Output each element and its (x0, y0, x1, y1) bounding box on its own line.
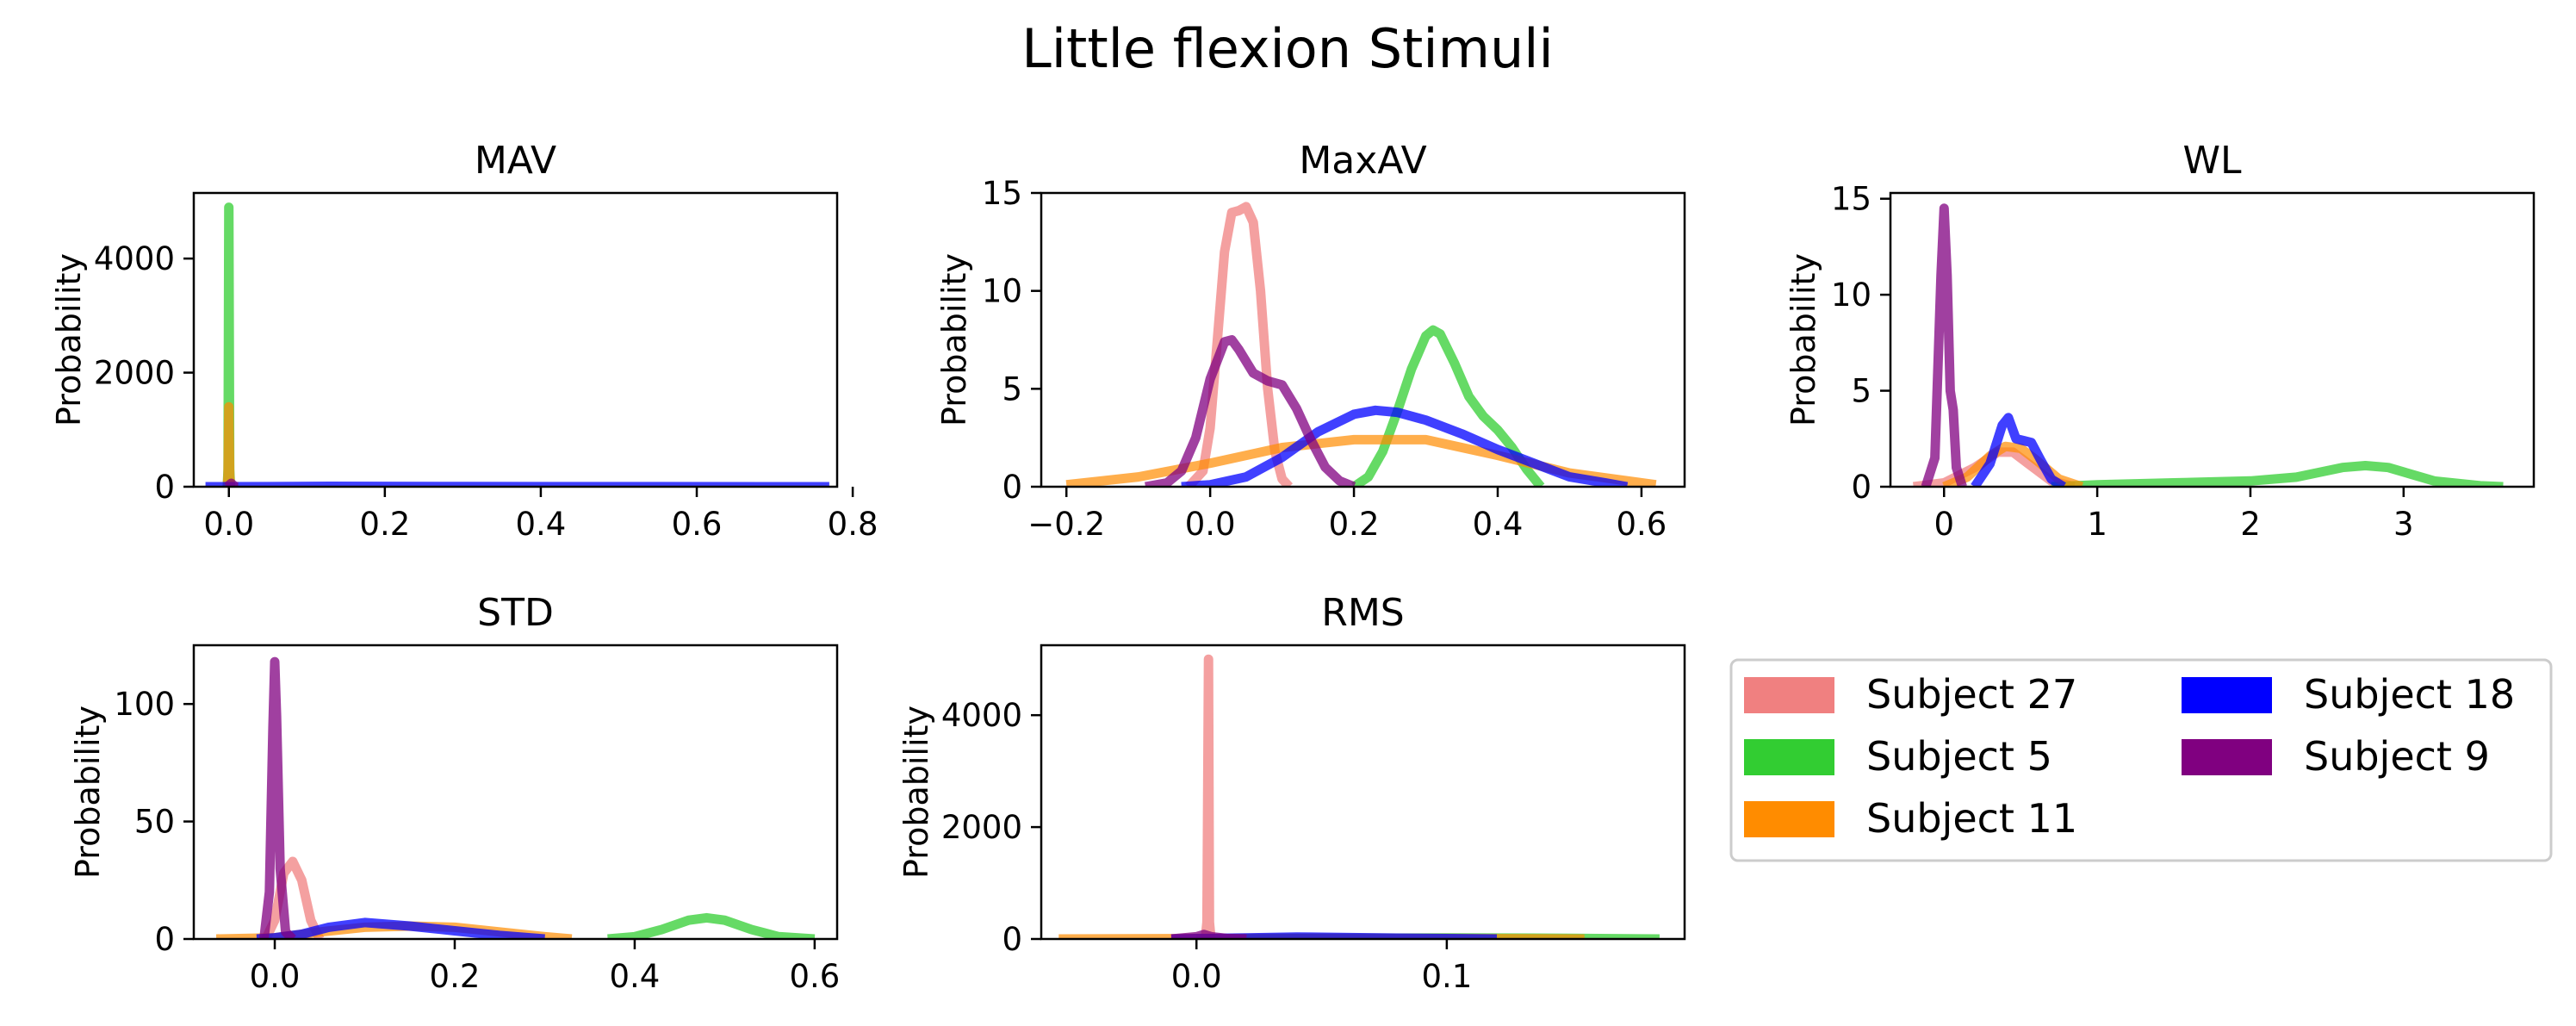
legend-label-subject-5: Subject 5 (1866, 733, 2052, 780)
rms-ytick-label: 4000 (941, 697, 1022, 734)
maxav-series-subject-27 (1185, 202, 1293, 487)
maxav-series-subject-18 (1181, 405, 1629, 487)
maxav-xtick-label: 0.4 (1473, 506, 1524, 543)
mav-xtick-label: 0.8 (828, 506, 878, 543)
wl-series-subject-5 (2051, 461, 2504, 487)
wl-series-group (1913, 203, 2504, 487)
wl-ylabel: Probability (1785, 253, 1822, 426)
mav-series-subject-11 (222, 401, 236, 487)
mav-xtick-label: 0.2 (359, 506, 410, 543)
rms-title: RMS (1321, 591, 1404, 635)
mav-xtick-label: 0.6 (672, 506, 723, 543)
legend-swatch-subject-5 (1744, 739, 1834, 775)
legend-swatch-subject-27 (1744, 677, 1834, 713)
wl-xtick-label: 3 (2393, 506, 2414, 543)
std-series-subject-9 (259, 656, 296, 939)
rms-ytick-label: 2000 (941, 809, 1022, 846)
mav-title: MAV (475, 139, 556, 183)
legend-swatch-subject-18 (2182, 677, 2272, 713)
maxav-axes-frame (1040, 191, 1686, 488)
legend-frame (1729, 658, 2553, 862)
mav-xtick-label: 0.0 (203, 506, 254, 543)
rms-subplot: 0.0 0.1 0 2000 4000 RMS Probability (897, 591, 1686, 995)
rms-axes-frame (1040, 644, 1686, 941)
mav-ytick-label: 2000 (94, 355, 175, 392)
mav-ytick-label: 0 (154, 469, 175, 506)
legend-label-subject-27: Subject 27 (1866, 671, 2077, 718)
legend-label-subject-11: Subject 11 (1866, 795, 2077, 842)
std-xtick-label: 0.4 (610, 958, 661, 995)
std-ytick-label: 0 (154, 921, 175, 958)
rms-xtick-label: 0.0 (1171, 958, 1222, 995)
wl-series-subject-9 (1921, 203, 1967, 487)
wl-xtick-label: 2 (2240, 506, 2261, 543)
legend-label-subject-18: Subject 18 (2304, 671, 2515, 718)
std-ytick-label: 100 (114, 686, 175, 723)
maxav-ylabel: Probability (935, 253, 973, 426)
maxav-series-subject-9 (1145, 335, 1356, 487)
legend-label-subject-9: Subject 9 (2304, 733, 2490, 780)
rms-series-subject-27 (1200, 654, 1216, 939)
wl-ytick-label: 0 (1851, 469, 1871, 506)
legend-swatch-subject-9 (2182, 739, 2272, 775)
wl-title: WL (2182, 139, 2242, 183)
wl-axes-frame (1889, 191, 2536, 488)
wl-xtick-label: 0 (1934, 506, 1954, 543)
wl-ytick-label: 15 (1831, 181, 1871, 218)
rms-ylabel: Probability (897, 706, 935, 879)
std-ylabel: Probability (69, 706, 107, 879)
wl-subplot: 0 1 2 3 0 5 10 15 WL Probability (1785, 139, 2536, 543)
wl-xtick-label: 1 (2087, 506, 2107, 543)
maxav-series-group (1065, 202, 1657, 487)
legend: Subject 27 Subject 5 Subject 11 Subject … (1729, 658, 2553, 862)
figure-title: Little flexion Stimuli (1021, 17, 1553, 80)
wl-ytick-label: 5 (1851, 373, 1871, 410)
rms-ytick-label: 0 (1002, 921, 1022, 958)
maxav-title: MaxAV (1299, 139, 1426, 183)
std-ytick-label: 50 (134, 804, 175, 841)
std-series-subject-5 (607, 912, 816, 939)
std-series-group (215, 656, 816, 939)
mav-ylabel: Probability (50, 253, 88, 426)
subplots: 0.0 0.2 0.4 0.6 0.8020004000MAVProbability−0… (50, 139, 2536, 995)
std-xtick-label: 0.0 (250, 958, 301, 995)
wl-series-subject-18 (1971, 413, 2066, 487)
maxav-xtick-label: 0.0 (1185, 506, 1236, 543)
wl-ytick-label: 10 (1831, 277, 1871, 314)
maxav-ytick-label: 15 (982, 175, 1022, 212)
maxav-ytick-label: 0 (1002, 469, 1022, 506)
mav-ytick-label: 4000 (94, 240, 175, 277)
maxav-xtick-label: 0.2 (1329, 506, 1380, 543)
maxav-xtick-label: −0.2 (1027, 506, 1105, 543)
rms-xtick-label: 0.1 (1421, 958, 1472, 995)
std-xtick-label: 0.6 (789, 958, 840, 995)
maxav-ytick-label: 5 (1002, 370, 1022, 407)
std-series-subject-27 (261, 856, 325, 939)
maxav-subplot: −0.2 0.0 0.2 0.4 0.6 0 5 10 15 MaxAV Probability (935, 139, 1686, 543)
mav-xtick-label: 0.4 (516, 506, 567, 543)
maxav-ytick-label: 10 (982, 273, 1022, 310)
maxav-xtick-label: 0.6 (1616, 506, 1667, 543)
std-xtick-label: 0.2 (430, 958, 481, 995)
legend-swatch-subject-11 (1744, 801, 1834, 837)
mav-subplot: 0.0 0.2 0.4 0.6 0.8 0 2000 4000 MAV Probability (50, 139, 878, 543)
std-axes-frame (192, 644, 839, 941)
mav-series-subject-9 (222, 478, 240, 487)
mav-axes-frame (192, 191, 839, 488)
std-title: STD (477, 591, 554, 635)
std-subplot: 0.0 0.2 0.4 0.6 0 50 100 STD Probability (69, 591, 840, 995)
